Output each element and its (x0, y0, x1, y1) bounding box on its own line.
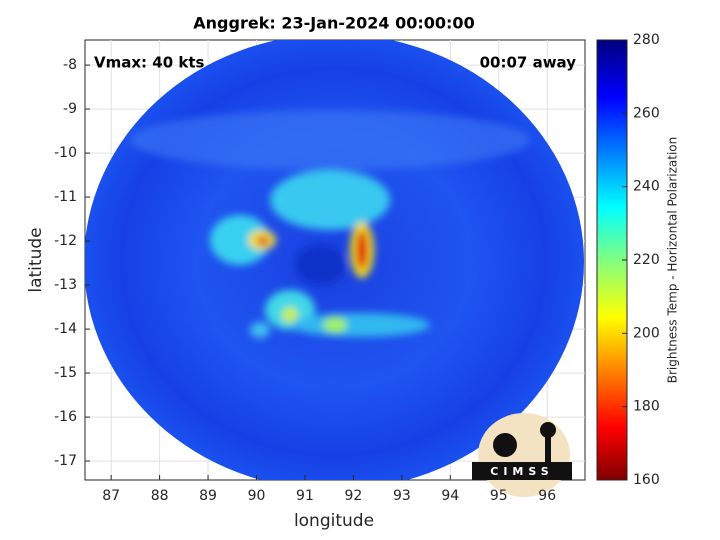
x-tick-label: 96 (538, 488, 556, 504)
satellite-image (85, 40, 584, 480)
x-axis-label: longitude (294, 511, 374, 531)
annotation: 00:07 away (480, 54, 577, 72)
colorbar-tick-label: 220 (633, 252, 660, 268)
colorbar-tick-label: 160 (633, 472, 660, 488)
colorbar-tick-label: 200 (633, 325, 660, 341)
y-tick-label: -17 (54, 453, 77, 469)
x-tick-label: 87 (102, 488, 120, 504)
x-tick-label: 89 (199, 488, 217, 504)
y-tick-label: -9 (63, 101, 77, 117)
y-tick-label: -13 (54, 277, 77, 293)
y-tick-label: -15 (54, 365, 77, 381)
x-tick-label: 88 (151, 488, 169, 504)
y-tick-label: -10 (54, 145, 77, 161)
chart-title: Anggrek: 23-Jan-2024 00:00:00 (193, 14, 474, 33)
x-tick-label: 93 (393, 488, 411, 504)
x-tick-label: 95 (490, 488, 508, 504)
y-tick-label: -14 (54, 321, 77, 337)
x-tick-label: 91 (296, 488, 314, 504)
colorbar-label: Brightness Temp - Horizontal Polarizatio… (666, 137, 680, 384)
colorbar-tick-label: 180 (633, 399, 660, 415)
x-tick-label: 90 (248, 488, 266, 504)
x-tick-label: 92 (344, 488, 362, 504)
y-axis-label: latitude (26, 227, 46, 292)
colorbar-tick-label: 240 (633, 179, 660, 195)
y-tick-label: -8 (63, 57, 77, 73)
colorbar-tick-label: 280 (633, 32, 660, 48)
y-tick-label: -12 (54, 233, 77, 249)
x-tick-label: 94 (441, 488, 459, 504)
logo-text: CIMSS (490, 465, 553, 478)
colorbar-tick-label: 260 (633, 105, 660, 121)
y-tick-label: -11 (54, 189, 77, 205)
y-tick-label: -16 (54, 409, 77, 425)
annotation: Vmax: 40 kts (94, 54, 204, 72)
